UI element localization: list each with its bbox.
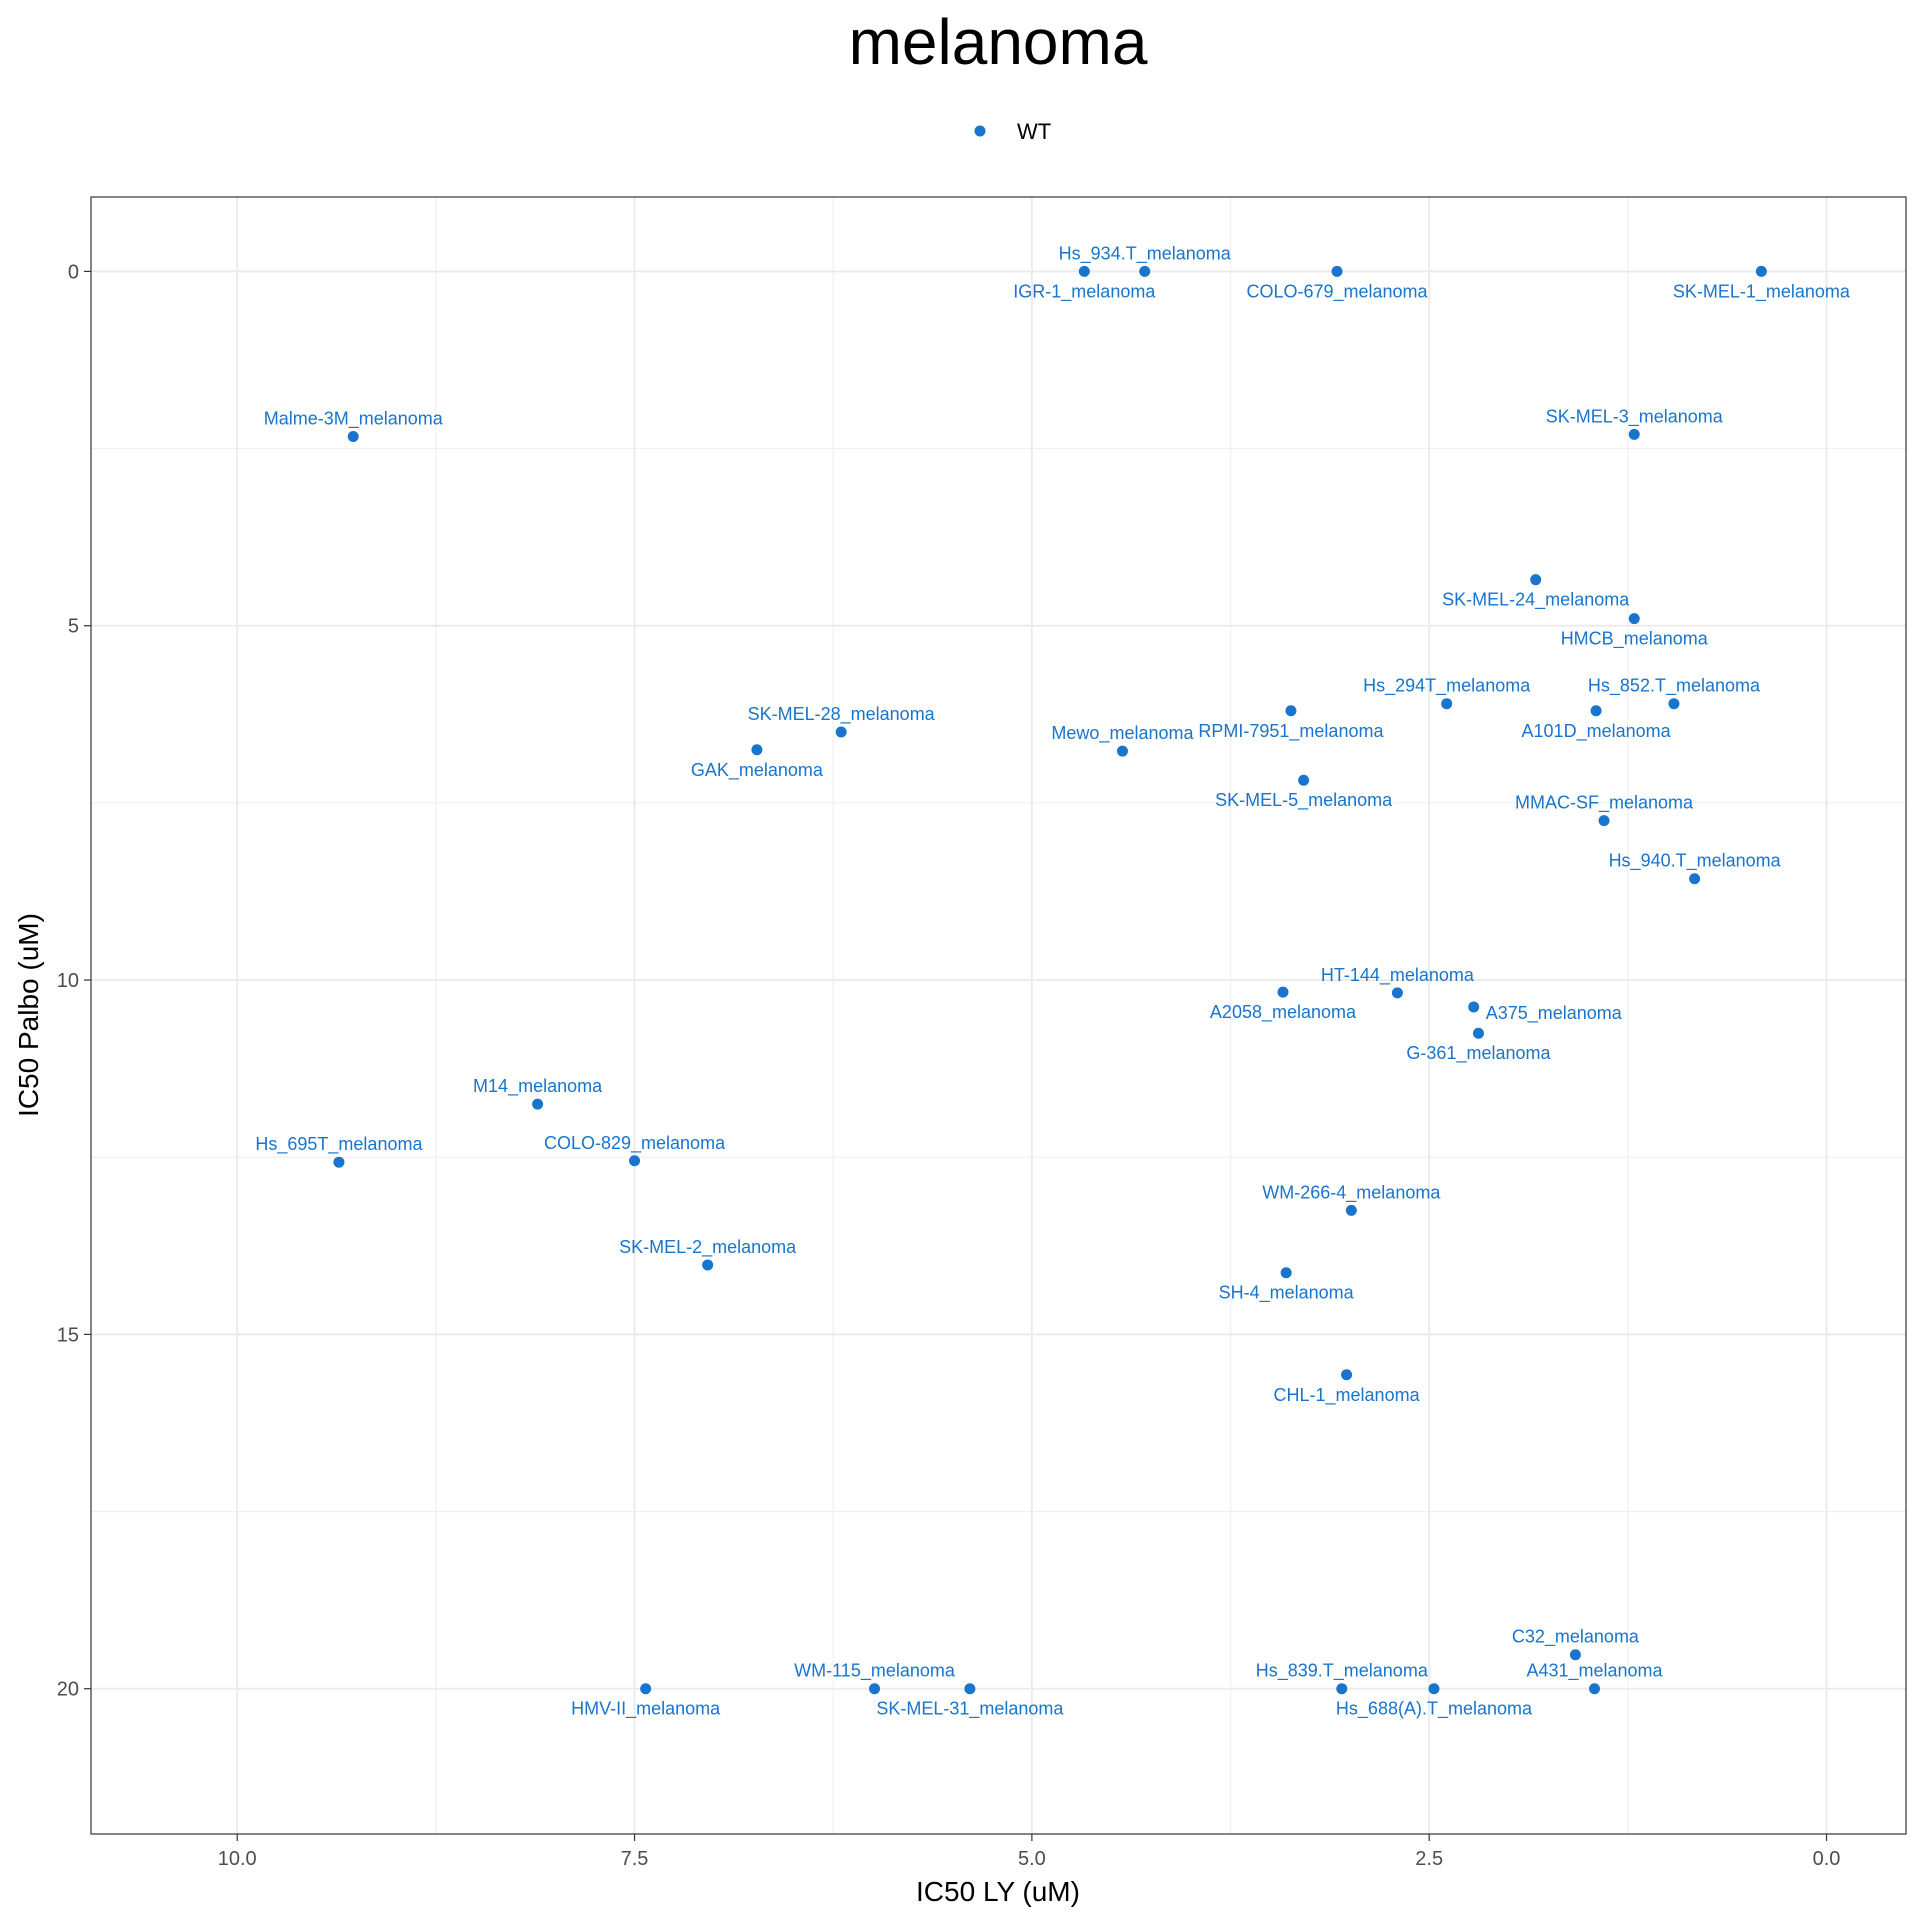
- data-label: SK-MEL-1_melanoma: [1673, 281, 1851, 302]
- data-label: MMAC-SF_melanoma: [1515, 793, 1694, 814]
- x-axis-title: IC50 LY (uM): [916, 1876, 1080, 1907]
- legend-label: WT: [1017, 119, 1051, 144]
- data-label: A431_melanoma: [1526, 1661, 1663, 1682]
- data-label: COLO-679_melanoma: [1246, 281, 1428, 302]
- data-label: Hs_940.T_melanoma: [1609, 851, 1782, 872]
- data-label: A101D_melanoma: [1522, 721, 1672, 742]
- plot-panel: Hs_934.T_melanoma IGR-1_melanoma COLO-679_…: [90, 196, 1907, 1835]
- data-point: [1628, 613, 1640, 625]
- data-point: [1139, 265, 1151, 277]
- data-point: [1391, 987, 1403, 999]
- x-tick-label: 10.0: [218, 1848, 257, 1870]
- panel-border: [90, 196, 1907, 1835]
- x-tick-label: 0.0: [1813, 1848, 1841, 1870]
- y-tick-label: 15: [57, 1324, 79, 1346]
- data-label: SK-MEL-31_melanoma: [876, 1699, 1064, 1720]
- data-point: [629, 1155, 641, 1167]
- data-label: Malme-3M_melanoma: [264, 409, 444, 430]
- data-points: [333, 265, 1767, 1695]
- data-point: [702, 1259, 714, 1271]
- data-point: [1569, 1649, 1581, 1661]
- data-point: [1590, 705, 1602, 717]
- data-point: [640, 1683, 652, 1695]
- data-label: RPMI-7951_melanoma: [1198, 721, 1384, 742]
- data-point: [964, 1683, 976, 1695]
- grid-minor: [91, 197, 1906, 1834]
- panel-background: [91, 197, 1906, 1834]
- x-tick-label: 2.5: [1415, 1848, 1443, 1870]
- data-point: [1341, 1369, 1353, 1381]
- data-point: [751, 744, 763, 756]
- data-point: [1668, 698, 1680, 710]
- data-point: [1588, 1683, 1600, 1695]
- data-label: SK-MEL-24_melanoma: [1442, 590, 1630, 611]
- x-tick-label: 7.5: [621, 1848, 649, 1870]
- data-label: SK-MEL-2_melanoma: [619, 1237, 797, 1258]
- chart-title: melanoma: [849, 6, 1148, 78]
- data-point: [1628, 428, 1640, 440]
- data-labels: Hs_934.T_melanoma IGR-1_melanoma COLO-679_…: [255, 243, 1851, 1719]
- data-point: [1285, 705, 1297, 717]
- data-label: WM-266-4_melanoma: [1262, 1182, 1441, 1203]
- y-axis: 0 5 10 15 20: [57, 261, 91, 1701]
- data-point: [1280, 1267, 1292, 1279]
- y-tick-label: 0: [68, 261, 79, 283]
- data-label: HMCB_melanoma: [1561, 629, 1709, 650]
- data-point: [347, 431, 359, 443]
- data-point: [1689, 873, 1701, 885]
- y-axis-title: IC50 Palbo (uM): [13, 913, 44, 1117]
- data-label: C32_melanoma: [1512, 1627, 1640, 1648]
- data-label: CHL-1_melanoma: [1274, 1385, 1421, 1406]
- data-label: Mewo_melanoma: [1051, 723, 1194, 744]
- data-point: [1078, 265, 1090, 277]
- y-tick-label: 10: [57, 970, 79, 992]
- data-point: [1428, 1683, 1440, 1695]
- data-point: [1441, 698, 1453, 710]
- data-label: WM-115_melanoma: [794, 1661, 956, 1682]
- data-point: [1336, 1683, 1348, 1695]
- legend-marker: [974, 125, 986, 137]
- data-label: SK-MEL-5_melanoma: [1215, 790, 1393, 811]
- data-point: [1598, 815, 1610, 827]
- data-point: [1755, 265, 1767, 277]
- data-label: Hs_688(A).T_melanoma: [1336, 1699, 1533, 1720]
- data-label: HT-144_melanoma: [1321, 965, 1475, 986]
- data-label: M14_melanoma: [473, 1076, 603, 1097]
- data-label: Hs_852.T_melanoma: [1588, 676, 1761, 697]
- data-point: [1116, 745, 1128, 757]
- y-tick-label: 5: [68, 616, 79, 638]
- data-label: SK-MEL-3_melanoma: [1546, 406, 1724, 427]
- data-label: SK-MEL-28_melanoma: [748, 704, 936, 725]
- data-label: Hs_934.T_melanoma: [1059, 243, 1232, 264]
- data-label: COLO-829_melanoma: [544, 1133, 726, 1154]
- x-axis: 10.0 7.5 5.0 2.5 0.0: [218, 1834, 1841, 1870]
- data-label: A2058_melanoma: [1210, 1002, 1357, 1023]
- data-label: G-361_melanoma: [1406, 1043, 1551, 1064]
- legend: WT: [974, 119, 1051, 144]
- data-label: HMV-II_melanoma: [571, 1699, 721, 1720]
- data-point: [1468, 1001, 1480, 1013]
- data-label: Hs_839.T_melanoma: [1256, 1661, 1429, 1682]
- x-tick-label: 5.0: [1018, 1848, 1046, 1870]
- data-label: GAK_melanoma: [691, 760, 824, 781]
- data-label: A375_melanoma: [1486, 1003, 1623, 1024]
- data-point: [1472, 1027, 1484, 1039]
- data-point: [869, 1683, 881, 1695]
- data-label: Hs_294T_melanoma: [1363, 676, 1531, 697]
- data-point: [333, 1156, 345, 1168]
- data-point: [1298, 774, 1310, 786]
- data-point: [1331, 265, 1343, 277]
- data-label: Hs_695T_melanoma: [255, 1134, 423, 1155]
- data-point: [1277, 986, 1289, 998]
- data-point: [1345, 1204, 1357, 1216]
- data-point: [835, 726, 847, 738]
- data-point: [1530, 574, 1542, 586]
- data-label: IGR-1_melanoma: [1013, 281, 1156, 302]
- data-point: [532, 1098, 544, 1110]
- y-tick-label: 20: [57, 1679, 79, 1701]
- data-label: SH-4_melanoma: [1219, 1283, 1355, 1304]
- grid-major: [91, 197, 1906, 1834]
